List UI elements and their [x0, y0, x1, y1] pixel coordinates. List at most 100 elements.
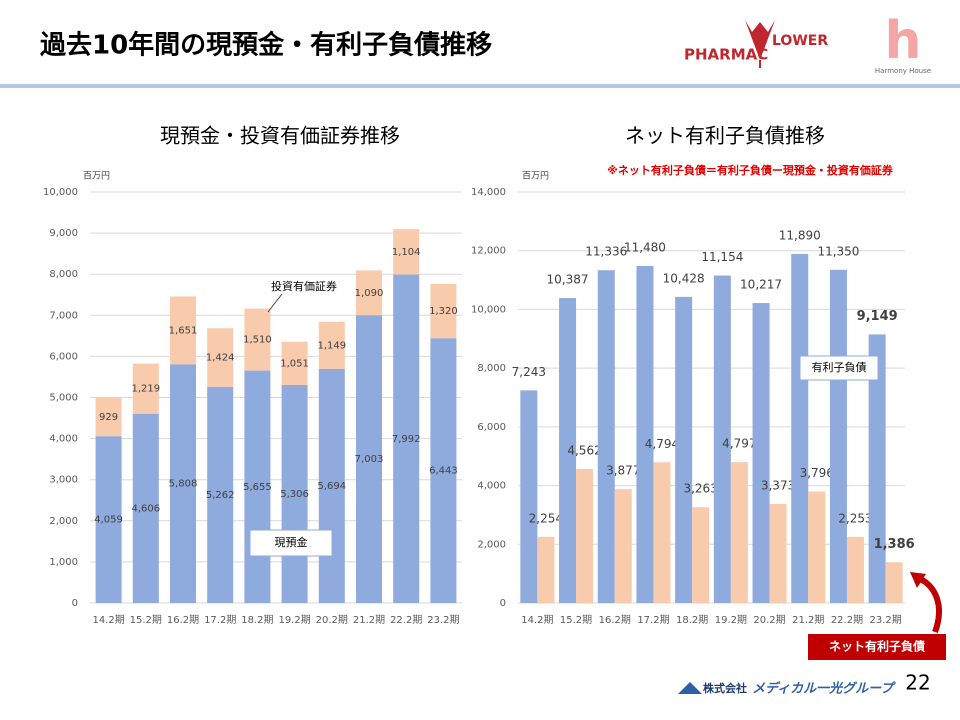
- logo-name: Harmony House: [875, 67, 931, 75]
- bar-segment: [393, 274, 420, 603]
- logo-flower: [745, 20, 775, 60]
- x-tick-label: 21.2期: [792, 614, 824, 626]
- y-tick-label: 6,000: [49, 351, 78, 362]
- x-tick-label: 23.2期: [870, 614, 902, 626]
- data-label: 5,306: [280, 489, 309, 500]
- data-label: 9,149: [857, 309, 898, 324]
- y-tick-label: 3,000: [49, 475, 78, 486]
- bar: [808, 491, 826, 603]
- bar-segment: [356, 270, 382, 316]
- note: ※ネット有利子負債＝有利子負債ー現預金・投資有価証券: [607, 163, 894, 177]
- bar: [885, 562, 903, 603]
- data-label: 1,510: [243, 335, 272, 346]
- logo-text: LOWER: [772, 33, 828, 49]
- bar: [614, 489, 632, 603]
- data-label: 3,373: [761, 478, 795, 492]
- data-label: 11,350: [817, 244, 859, 258]
- y-tick-label: 10,000: [471, 304, 506, 315]
- bar: [713, 275, 731, 603]
- x-tick-label: 22.2期: [831, 614, 863, 626]
- bar-segment: [95, 397, 122, 437]
- bar-segment: [244, 370, 271, 603]
- y-tick-label: 4,000: [477, 481, 506, 492]
- y-tick-label: 1,000: [49, 557, 78, 568]
- logo-text: PHARMAC: [684, 46, 768, 64]
- bar-segment: [318, 321, 345, 369]
- axis-unit: 百万円: [83, 171, 110, 182]
- data-label: 1,386: [874, 537, 915, 552]
- y-tick-label: 14,000: [471, 187, 506, 198]
- bar: [730, 462, 748, 603]
- data-label: 4,059: [94, 515, 123, 526]
- x-tick-label: 22.2期: [390, 614, 422, 626]
- x-tick-label: 20.2期: [753, 614, 785, 626]
- y-tick-label: 8,000: [49, 269, 78, 280]
- x-tick-label: 19.2期: [715, 614, 747, 626]
- data-label: 3,263: [683, 482, 717, 496]
- data-label: 7,992: [392, 434, 421, 445]
- data-label: 1,104: [392, 247, 421, 258]
- chart-title: ネット有利子負債推移: [625, 124, 825, 148]
- x-tick-label: 15.2期: [130, 614, 162, 626]
- x-tick-label: 17.2期: [637, 614, 669, 626]
- data-label: 10,217: [740, 278, 782, 292]
- callout-line: [267, 293, 283, 313]
- bar: [597, 270, 615, 603]
- bar-segment: [356, 315, 382, 603]
- data-label: 6,443: [429, 466, 458, 477]
- x-tick-label: 20.2期: [316, 614, 348, 626]
- legend-box: [808, 634, 946, 660]
- data-label: 1,051: [280, 358, 309, 369]
- x-tick-label: 16.2期: [167, 614, 199, 626]
- x-tick-label: 15.2期: [560, 614, 592, 626]
- data-label: 1,090: [355, 288, 384, 299]
- bar: [576, 469, 594, 603]
- bar-segment: [393, 229, 420, 275]
- chart-title: 現預金・投資有価証券推移: [160, 124, 400, 148]
- bar: [537, 536, 555, 603]
- data-label: 7,243: [512, 365, 546, 379]
- bar: [868, 334, 886, 603]
- bar-segment: [244, 308, 271, 371]
- x-tick-label: 18.2期: [676, 614, 708, 626]
- data-label: 5,655: [243, 482, 272, 493]
- bar-segment: [95, 436, 122, 603]
- data-label: 929: [99, 412, 118, 423]
- bar-segment: [132, 413, 159, 603]
- bar-segment: [207, 328, 234, 387]
- company-prefix: 株式会社: [703, 681, 747, 695]
- bar: [769, 503, 787, 603]
- y-tick-label: 7,000: [49, 310, 78, 321]
- y-tick-label: 8,000: [477, 363, 506, 374]
- legend-label: 現預金: [275, 535, 308, 549]
- data-label: 5,808: [169, 479, 198, 490]
- data-label: 11,336: [585, 245, 627, 259]
- y-tick-label: 5,000: [49, 393, 78, 404]
- data-label: 11,890: [779, 228, 821, 242]
- y-tick-label: 4,000: [49, 434, 78, 445]
- y-tick-label: 10,000: [43, 187, 78, 198]
- page-number: 22: [905, 671, 930, 695]
- y-tick-label: 9,000: [49, 228, 78, 239]
- data-label: 7,003: [355, 454, 384, 465]
- x-tick-label: 18.2期: [241, 614, 273, 626]
- y-tick-label: 12,000: [471, 246, 506, 257]
- data-label: 4,794: [645, 437, 679, 451]
- bar-segment: [281, 341, 308, 385]
- header-rule: [0, 84, 960, 88]
- y-tick-label: 6,000: [477, 422, 506, 433]
- data-label: 2,253: [838, 511, 872, 525]
- bar-segment: [207, 386, 234, 603]
- data-label: 1,219: [131, 384, 160, 395]
- bar: [636, 265, 654, 603]
- slide-title: 過去10年間の現預金・有利子負債推移: [40, 30, 492, 61]
- data-label: 5,694: [317, 481, 346, 492]
- legend-box: [249, 529, 333, 557]
- y-tick-label: 2,000: [49, 516, 78, 527]
- data-label: 10,428: [663, 271, 705, 285]
- bar-segment: [318, 368, 345, 603]
- bar-segment: [170, 364, 196, 603]
- logo-letter: h: [884, 11, 921, 71]
